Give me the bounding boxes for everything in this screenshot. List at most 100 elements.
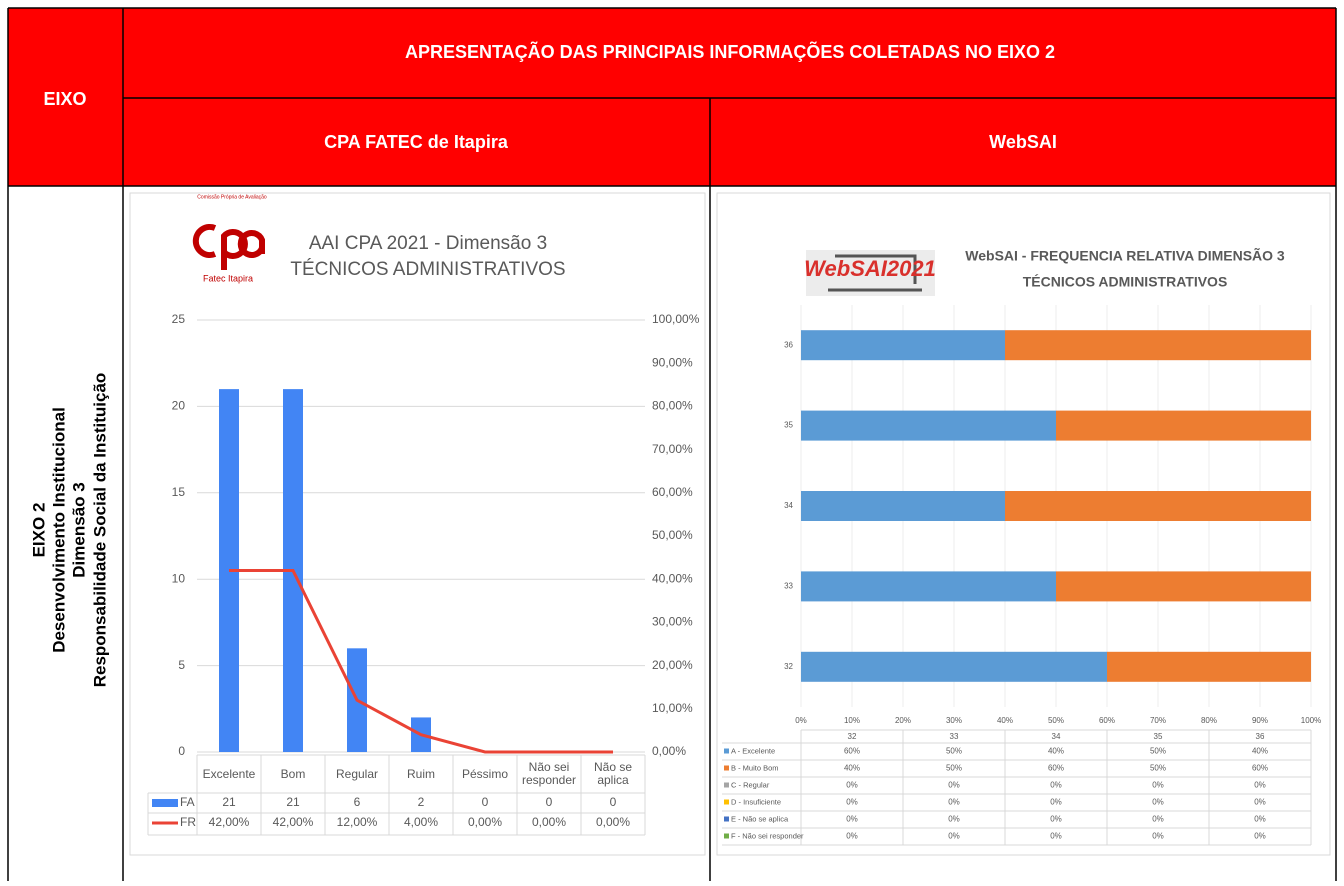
websai-logo (828, 254, 922, 292)
x-tick-label: 70% (1150, 716, 1166, 725)
y-tick-label: 0 (178, 744, 185, 758)
data-label: 50% (1150, 764, 1166, 773)
bar-segment (1107, 651, 1311, 682)
data-label: 0% (1254, 832, 1266, 841)
header-cell: WebSAI (989, 132, 1057, 152)
data-label: 0 (546, 795, 553, 809)
x-tick-label: 100% (1301, 716, 1321, 725)
data-table-lines (147, 754, 646, 836)
data-label: 40% (1048, 747, 1064, 756)
y-tick-label: 33 (784, 582, 793, 591)
data-label: 60% (1048, 764, 1064, 773)
legend-swatch (724, 748, 729, 754)
bar-segment (801, 491, 1005, 521)
x-tick-label-box: Regular (335, 766, 379, 781)
y-tick-label: 20 (172, 399, 186, 413)
x-tick-label-box: Excelente (202, 766, 256, 781)
data-label: 0% (948, 832, 960, 841)
data-label: 0% (1152, 832, 1164, 841)
data-label: 0% (846, 815, 858, 824)
y2-tick-label: 20,00% (652, 658, 693, 672)
data-label: 40% (1252, 747, 1268, 756)
bar-segment (1056, 571, 1311, 602)
logo-text: Comissão Própria de Avaliação (197, 194, 267, 200)
y-tick-label: 34 (784, 501, 793, 510)
x-tick-label-box: Não sei responder (521, 760, 577, 787)
x-tick-label: Péssimo (461, 766, 508, 781)
table-header: 36 (1256, 732, 1265, 741)
x-tick-label: 30% (946, 716, 962, 725)
row-label: Dimensão 3 (69, 482, 88, 577)
data-label: 0% (1254, 781, 1266, 790)
data-label: 6 (354, 795, 361, 809)
data-label: 12,00% (337, 815, 378, 829)
data-label: 40% (844, 764, 860, 773)
x-tick-label-box: Não se aplica (594, 761, 632, 786)
cpa-logo (192, 224, 265, 270)
logo-text: WebSAI2021 (804, 256, 936, 281)
data-label: 0% (1254, 815, 1266, 824)
y-tick-label: 32 (784, 662, 793, 671)
header-title: APRESENTAÇÃO DAS PRINCIPAIS INFORMAÇÕES … (405, 41, 1055, 62)
table-header: 34 (1052, 732, 1061, 741)
bar-segment (1056, 410, 1311, 441)
chart-title: TÉCNICOS ADMINISTRATIVOS (290, 259, 565, 280)
x-tick-label: 10% (844, 716, 860, 725)
data-label: 2 (418, 795, 425, 809)
data-label: 0% (948, 781, 960, 790)
data-label: 42,00% (209, 815, 250, 829)
data-label: 0% (1152, 781, 1164, 790)
bar-segment (801, 410, 1056, 441)
x-tick-label: Excelente (202, 766, 256, 781)
x-tick-label: Bom (280, 766, 306, 781)
y2-tick-label: 30,00% (652, 615, 693, 629)
data-label: 0% (1050, 815, 1062, 824)
legend-swatch (724, 833, 729, 839)
y-tick-label: 10 (172, 571, 186, 585)
chart-frame (716, 192, 1331, 856)
x-tick-label-box: Bom (280, 766, 306, 781)
bar-segment (801, 651, 1107, 682)
data-label: 0% (1050, 781, 1062, 790)
y2-tick-label: 80,00% (652, 399, 693, 413)
bar-segment (1005, 330, 1311, 361)
y-tick-label: 5 (178, 658, 185, 672)
data-table-lines (722, 729, 1312, 846)
legend-label: A - Excelente (731, 746, 775, 755)
legend-label: FA (180, 795, 195, 809)
row-label: Responsabilidade Social da Instituição (90, 373, 109, 688)
y2-tick-label: 50,00% (652, 528, 693, 542)
y-tick-label: 25 (172, 312, 186, 326)
chart-frame (129, 192, 706, 856)
chart-title: WebSAI - FREQUENCIA RELATIVA DIMENSÃO 3 (965, 247, 1285, 264)
x-tick-label: Não sei responder (521, 760, 577, 787)
legend-swatch (724, 765, 729, 771)
x-tick-label: 50% (1048, 716, 1064, 725)
x-tick-label: 20% (895, 716, 911, 725)
legend-label: F - Não sei responder (731, 831, 804, 840)
data-label: 4,00% (404, 815, 438, 829)
data-label: 50% (946, 747, 962, 756)
x-tick-label: 0% (795, 716, 807, 725)
x-tick-label-box: Ruim (407, 767, 435, 780)
data-label: 0% (846, 798, 858, 807)
header-cell: CPA FATEC de Itapira (324, 132, 509, 152)
data-label: 0 (482, 795, 489, 809)
x-tick-label: Regular (335, 766, 379, 781)
table-borders (7, 7, 1337, 881)
data-label: 21 (222, 795, 236, 809)
y2-tick-label: 100,00% (652, 312, 700, 326)
header-cell: EIXO (43, 89, 86, 109)
data-label: 0,00% (532, 815, 566, 829)
logo-text: Fatec Itapira (203, 273, 253, 283)
data-label: 0% (948, 798, 960, 807)
table-header: 33 (950, 732, 959, 741)
data-label: 0% (846, 781, 858, 790)
bar-segment (801, 330, 1005, 361)
y-tick-label: 15 (172, 485, 186, 499)
legend-label: B - Muito Bom (731, 763, 779, 772)
y2-tick-label: 40,00% (652, 571, 693, 585)
data-label: 0,00% (468, 815, 502, 829)
line (229, 569, 613, 754)
legend-swatch (724, 782, 729, 788)
